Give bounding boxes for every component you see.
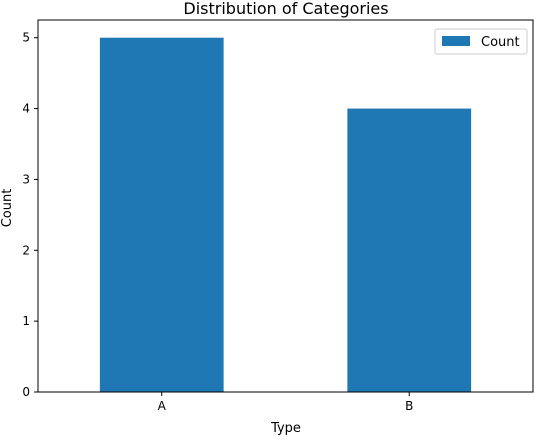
y-axis-ticks: 0 1 2 3 4 5 (22, 31, 38, 399)
legend-swatch (442, 36, 470, 46)
y-axis-label: Count (0, 189, 15, 228)
axes-group (37, 19, 534, 393)
x-axis-label: Type (270, 421, 301, 435)
y-tick-label: 3 (22, 172, 30, 186)
y-tick-label: 5 (22, 31, 30, 45)
legend-frame (434, 28, 528, 55)
chart-title: Distribution of Categories (183, 0, 388, 18)
y-tick-label: 2 (22, 243, 30, 257)
y-tick-label: 0 (22, 385, 30, 399)
axes-frame (37, 19, 534, 393)
x-tick-label: B (405, 399, 413, 413)
y-tick-label: 1 (22, 314, 30, 328)
bar-A (99, 37, 224, 392)
y-tick-label: 4 (22, 102, 30, 116)
legend: Count (434, 28, 528, 55)
bars-group (99, 37, 472, 393)
bar-B (347, 108, 472, 393)
legend-label: Count (481, 35, 520, 50)
x-tick-label: A (158, 399, 167, 413)
